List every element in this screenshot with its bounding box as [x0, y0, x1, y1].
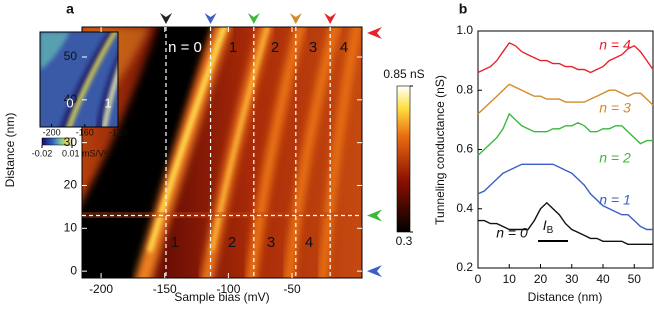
inset-x-tick-label: -160: [76, 127, 94, 137]
level-label: 3: [309, 39, 317, 56]
x-axis-label: Distance (nm): [528, 290, 603, 304]
panel-label: b: [459, 1, 468, 17]
series-line: [477, 163, 653, 231]
inset-x-tick-label: -200: [43, 127, 61, 137]
y-tick-label: 0.4: [456, 201, 473, 215]
legend-label: n = 1: [599, 192, 631, 208]
y-tick-label: 0.2: [456, 260, 473, 274]
level-label: 4: [305, 234, 313, 251]
series-line: [477, 83, 654, 115]
series-line: [477, 42, 654, 74]
y-axis-label: Distance (nm): [3, 113, 17, 188]
level-label: 2: [271, 39, 279, 56]
level-label: 3: [267, 234, 275, 251]
y-tick-label: 50: [64, 49, 78, 63]
inset-level-label: 1: [104, 95, 111, 110]
x-axis-label: Sample bias (mV): [174, 290, 269, 304]
arrow-marker: [247, 13, 260, 24]
legend-label: n = 4: [599, 37, 631, 53]
arrow-marker: [324, 13, 337, 24]
arrow-marker: [289, 13, 302, 24]
arrow-marker: [367, 26, 382, 39]
x-tick-label: 0: [475, 272, 482, 286]
legend-label: n = 3: [599, 100, 631, 116]
arrow-marker: [204, 13, 217, 24]
y-tick-label: 0.8: [456, 82, 473, 96]
colorbar: [396, 85, 411, 233]
arrow-marker: [367, 265, 382, 278]
y-tick-label: 0: [70, 263, 77, 277]
inset-colorbar: [41, 137, 73, 146]
y-tick-label: 10: [64, 220, 78, 234]
x-tick-label: 50: [628, 272, 642, 286]
level-label: n = 0: [168, 39, 202, 56]
y-axis-label: Tunneling conductance (nS): [433, 75, 447, 225]
level-label: 4: [340, 39, 348, 56]
series-line: [477, 112, 653, 156]
x-tick-label: 30: [565, 272, 579, 286]
x-tick-label: -200: [89, 282, 113, 296]
series-line: [478, 201, 653, 245]
y-tick-label: 0.6: [456, 142, 473, 156]
inset-colorbar-label: -0.02: [32, 148, 53, 158]
x-tick-label: -50: [283, 282, 301, 296]
x-tick-label: 40: [596, 272, 610, 286]
level-label: 1: [229, 39, 237, 56]
x-tick-label: 10: [503, 272, 517, 286]
panel-label: a: [66, 1, 74, 17]
y-tick-label: 40: [64, 92, 78, 106]
x-tick-label: -150: [153, 282, 177, 296]
inset-x-tick-label: -120: [109, 127, 127, 137]
inset-image: [40, 32, 118, 127]
x-tick-label: 20: [534, 272, 548, 286]
inset-level-label: 0: [66, 95, 73, 110]
colorbar-label: 0.3: [396, 234, 413, 248]
y-tick-label: 20: [64, 178, 78, 192]
colorbar-label: 0.85 nS: [383, 67, 424, 81]
arrow-marker: [367, 209, 382, 222]
plot-frame: [81, 26, 363, 279]
annotation-sub: B: [547, 225, 554, 236]
inset-frame: [39, 31, 119, 128]
legend-label: n = 0: [496, 225, 528, 241]
annotation-main: I: [543, 217, 547, 233]
inset-colorbar-label: 0.01 mS/V²: [62, 148, 107, 158]
legend-label: n = 2: [599, 150, 631, 166]
level-label: 2: [228, 234, 236, 251]
level-label: n = 0: [25, 234, 59, 251]
level-label: 1: [171, 234, 179, 251]
annotation: IB: [543, 217, 554, 236]
arrow-marker: [160, 13, 172, 24]
y-tick-label: 1.0: [456, 23, 473, 37]
y-tick-label: 30: [64, 135, 78, 149]
x-tick-label: -100: [216, 282, 240, 296]
